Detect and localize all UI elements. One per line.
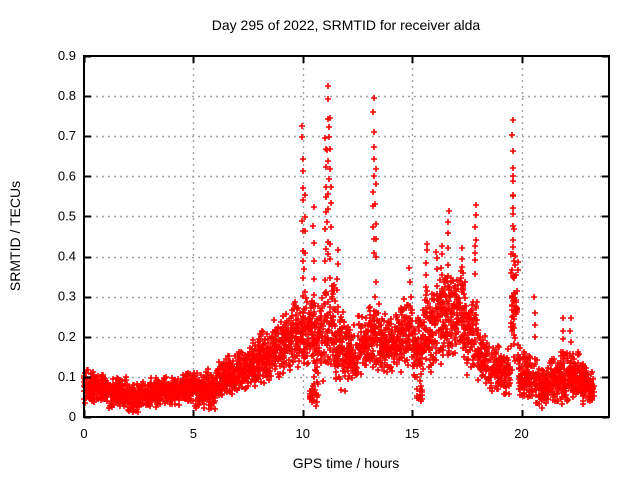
y-tick-label: 0.1 xyxy=(58,369,76,384)
x-tick-label: 15 xyxy=(405,426,419,441)
tick-marks xyxy=(83,55,609,419)
series-srmtid-markers xyxy=(81,83,597,415)
y-tick-label: 0.9 xyxy=(58,48,76,63)
y-tick-label: 0.5 xyxy=(58,208,76,223)
x-tick-label: 5 xyxy=(190,426,197,441)
x-tick-label: 10 xyxy=(296,426,310,441)
x-tick-label: 20 xyxy=(514,426,528,441)
scatter-points xyxy=(81,83,597,415)
y-tick-label: 0 xyxy=(69,409,76,424)
y-tick-label: 0.4 xyxy=(58,249,76,264)
y-tick-label: 0.2 xyxy=(58,329,76,344)
y-tick-labels: 0 0.1 0.2 0.3 0.4 0.5 0.6 0.7 0.8 0.9 xyxy=(58,48,76,424)
y-tick-label: 0.3 xyxy=(58,289,76,304)
y-axis-label: SRMTID / TECUs xyxy=(7,181,23,291)
x-axis-label: GPS time / hours xyxy=(293,455,400,471)
grid-lines xyxy=(84,56,609,417)
y-tick-label: 0.6 xyxy=(58,168,76,183)
y-tick-label: 0.8 xyxy=(58,88,76,103)
y-tick-label: 0.7 xyxy=(58,128,76,143)
x-tick-labels: 0 5 10 15 20 xyxy=(80,426,528,441)
plot-border xyxy=(83,55,610,418)
x-tick-label: 0 xyxy=(80,426,87,441)
chart-title: Day 295 of 2022, SRMTID for receiver ald… xyxy=(212,17,481,33)
